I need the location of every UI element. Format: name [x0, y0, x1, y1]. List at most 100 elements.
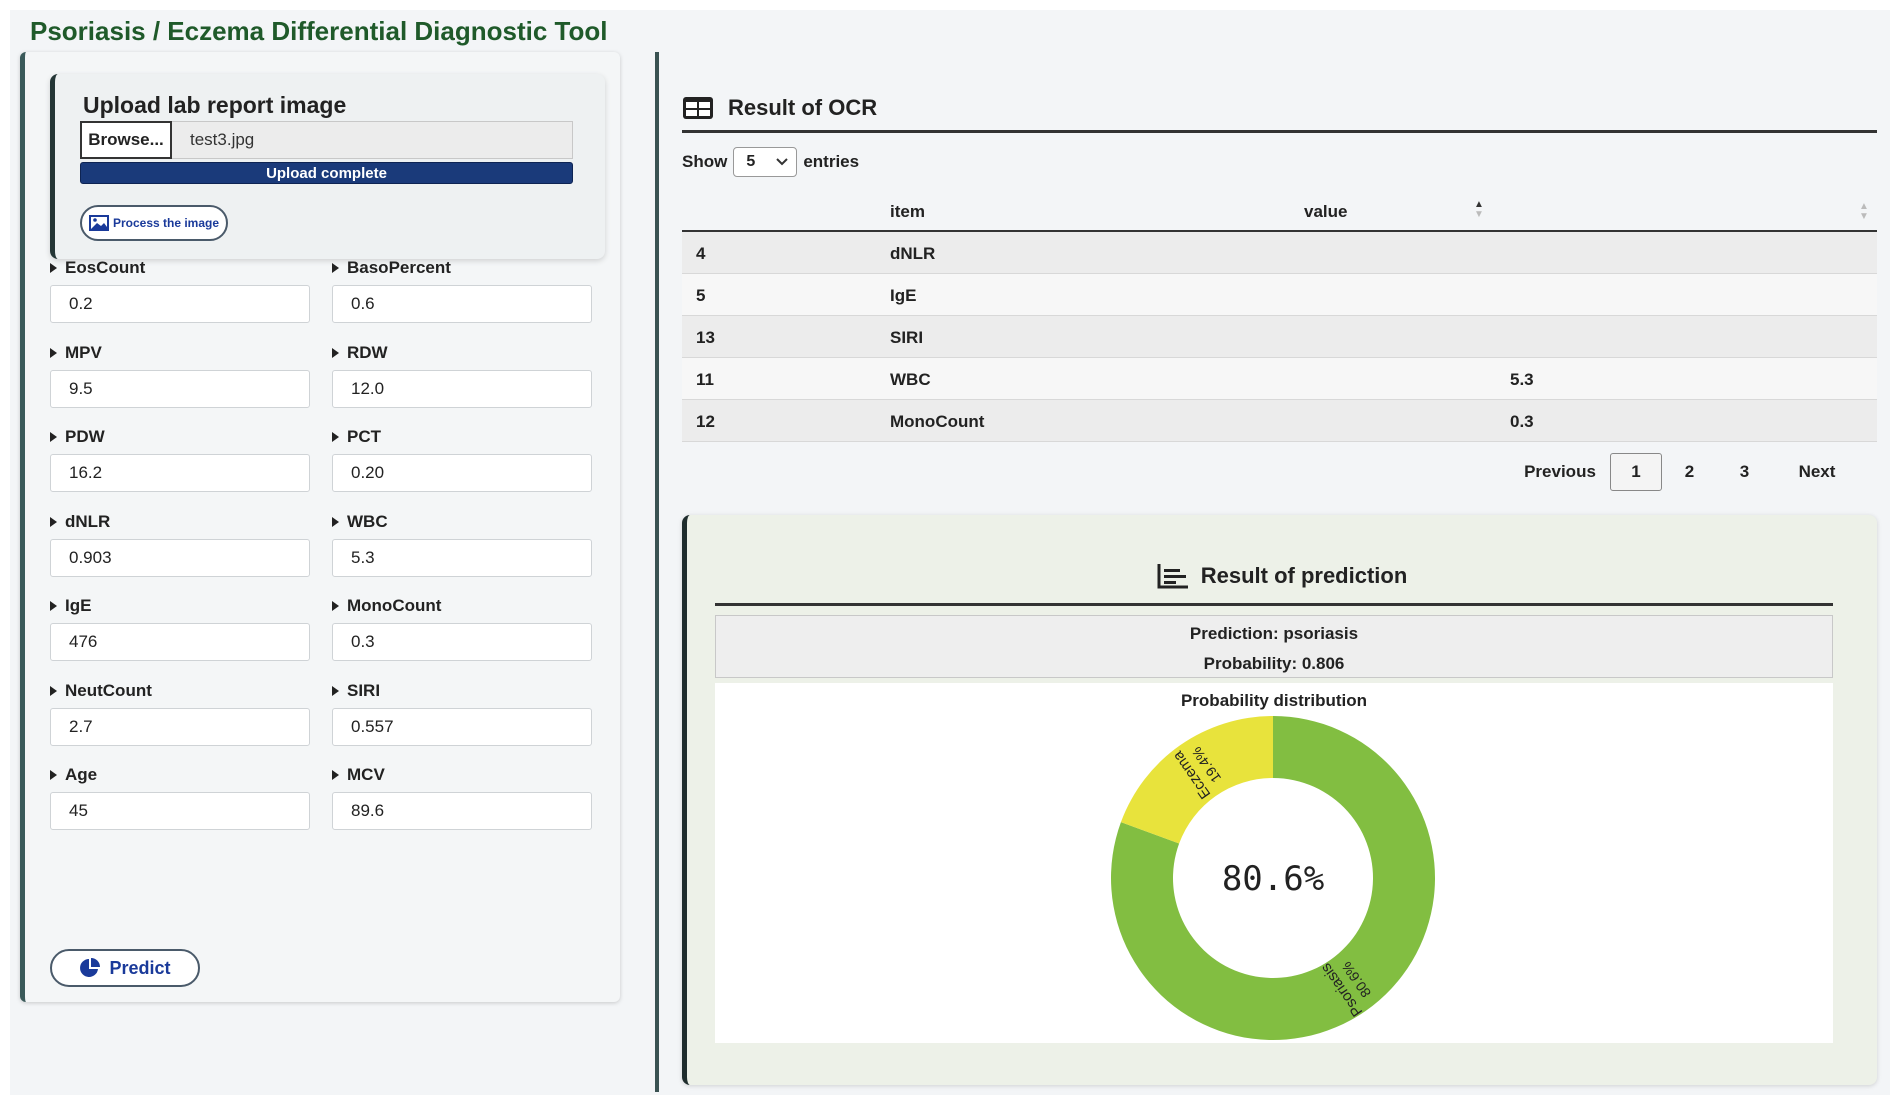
predict-label: Predict — [109, 957, 171, 978]
wbc-input[interactable]: 5.3 — [332, 538, 592, 577]
siri-input[interactable]: 0.557 — [332, 707, 592, 746]
prediction-header: Result of prediction — [687, 563, 1877, 589]
page-button-3[interactable]: 3 — [1739, 462, 1750, 481]
field-label[interactable]: MPV — [50, 342, 310, 364]
page-button-2[interactable]: 2 — [1684, 462, 1695, 481]
sort-desc-icon[interactable]: ▼ — [1859, 211, 1869, 222]
field-mcv: MCV 89.6 — [332, 764, 592, 830]
ocr-table: item ▲ ▼ value ▲ ▼ 4 dNLR 5 IgE 13 SIRI 11 WBC 5… — [682, 190, 1877, 442]
field-wbc: WBC 5.3 — [332, 511, 592, 577]
chevron-down-icon — [776, 158, 789, 166]
ige-input[interactable]: 476 — [50, 623, 310, 661]
entries-select[interactable]: 5 — [733, 147, 798, 177]
field-neutcount: NeutCount 2.7 — [50, 680, 310, 746]
field-label[interactable]: dNLR — [50, 511, 310, 533]
sort-asc-icon[interactable]: ▲ — [1859, 201, 1869, 212]
field-age: Age 45 — [50, 764, 310, 830]
field-label[interactable]: NeutCount — [50, 680, 310, 702]
eoscount-input[interactable]: 0.2 — [50, 285, 310, 323]
page: Psoriasis / Eczema Differential Diagnost… — [10, 10, 1890, 1095]
column-header-item[interactable]: item — [890, 202, 925, 221]
field-label[interactable]: PDW — [50, 426, 310, 448]
field-siri: SIRI 0.557 — [332, 680, 592, 746]
prediction-summary: Prediction: psoriasis Probability: 0.806 — [715, 615, 1833, 678]
field-basopercent: BasoPercent 0.6 — [332, 257, 592, 323]
expand-arrow-icon — [332, 685, 339, 696]
cell-item: SIRI — [890, 328, 924, 347]
expand-arrow-icon — [50, 516, 57, 527]
expand-arrow-icon — [332, 347, 339, 358]
field-label-text: BasoPercent — [347, 258, 451, 277]
field-label-text: Age — [65, 765, 98, 784]
browse-button[interactable]: Browse... — [80, 121, 172, 159]
field-label[interactable]: BasoPercent — [332, 257, 592, 279]
expand-arrow-icon — [332, 601, 339, 611]
field-label-text: MonoCount — [347, 596, 442, 615]
field-rdw: RDW 12.0 — [332, 342, 592, 408]
table-row: 4 dNLR — [682, 232, 1877, 274]
dnlr-input[interactable]: 0.903 — [50, 538, 310, 577]
field-label[interactable]: PCT — [332, 426, 592, 448]
expand-arrow-icon — [332, 263, 339, 273]
cell-item: MonoCount — [890, 412, 985, 431]
sort-asc-icon[interactable]: ▲ — [1474, 199, 1484, 210]
cell-index: 11 — [696, 370, 714, 389]
age-input[interactable]: 45 — [50, 792, 310, 830]
show-entries: Show 5 entries — [682, 146, 859, 178]
expand-arrow-icon — [332, 432, 339, 442]
prediction-result: Prediction: psoriasis — [1189, 624, 1359, 643]
slice-eczema[interactable] — [1120, 716, 1273, 844]
predict-button[interactable]: Predict — [50, 949, 200, 987]
field-label-text: PCT — [347, 427, 381, 446]
field-dnlr: dNLR 0.903 — [50, 511, 310, 577]
previous-page-button[interactable]: Previous — [1524, 462, 1596, 481]
prediction-probability: Probability: 0.806 — [1203, 654, 1345, 673]
neutcount-input[interactable]: 2.7 — [50, 707, 310, 746]
pie-chart-icon — [80, 958, 101, 977]
panel-divider — [655, 52, 659, 1092]
table-body: 4 dNLR 5 IgE 13 SIRI 11 WBC 5.3 12 MonoCount 0.3 — [682, 232, 1877, 442]
donut-center-label: 80.6% — [1222, 859, 1324, 899]
expand-arrow-icon — [50, 347, 57, 358]
sort-desc-icon[interactable]: ▼ — [1474, 209, 1484, 220]
rdw-input[interactable]: 12.0 — [332, 369, 592, 408]
upload-progress-bar: Upload complete — [80, 162, 573, 184]
pct-input[interactable]: 0.20 — [332, 454, 592, 492]
field-label-text: WBC — [347, 511, 388, 531]
field-label[interactable]: MonoCount — [332, 595, 592, 617]
prediction-divider — [715, 603, 1833, 606]
field-label[interactable]: RDW — [332, 342, 592, 364]
field-label[interactable]: Age — [50, 764, 310, 786]
mcv-input[interactable]: 89.6 — [332, 792, 592, 830]
cell-item: WBC — [890, 370, 931, 389]
monocount-input[interactable]: 0.3 — [332, 623, 592, 661]
field-ige: IgE 476 — [50, 595, 310, 661]
cell-item: dNLR — [890, 244, 936, 263]
field-label[interactable]: WBC — [332, 511, 592, 533]
next-page-button[interactable]: Next — [1798, 462, 1836, 481]
entries-label: entries — [803, 152, 860, 171]
column-header-value[interactable]: value — [1304, 202, 1348, 221]
chart-title: Probability distribution — [1180, 691, 1368, 710]
cell-index: 5 — [696, 286, 706, 305]
field-label[interactable]: MCV — [332, 764, 592, 786]
field-monocount: MonoCount 0.3 — [332, 595, 592, 661]
ocr-header: Result of OCR — [682, 88, 1877, 128]
mpv-input[interactable]: 9.5 — [50, 369, 310, 408]
slice-psoriasis[interactable] — [1111, 716, 1435, 1040]
input-panel: Upload lab report image Browse... test3.… — [20, 52, 620, 1002]
basopercent-input[interactable]: 0.6 — [332, 285, 592, 323]
field-label[interactable]: IgE — [50, 595, 310, 617]
cell-index: 13 — [696, 328, 715, 347]
cell-value: 5.3 — [1510, 370, 1534, 389]
field-label-text: PDW — [65, 427, 105, 446]
table-icon — [683, 97, 713, 119]
field-label[interactable]: SIRI — [332, 680, 592, 702]
field-label[interactable]: EosCount — [50, 257, 310, 279]
pdw-input[interactable]: 16.2 — [50, 454, 310, 492]
field-label-text: IgE — [65, 596, 92, 615]
file-name-field[interactable]: test3.jpg — [172, 121, 573, 159]
process-image-button[interactable]: Process the image — [80, 205, 228, 241]
page-button-1[interactable]: 1 — [1610, 453, 1662, 491]
